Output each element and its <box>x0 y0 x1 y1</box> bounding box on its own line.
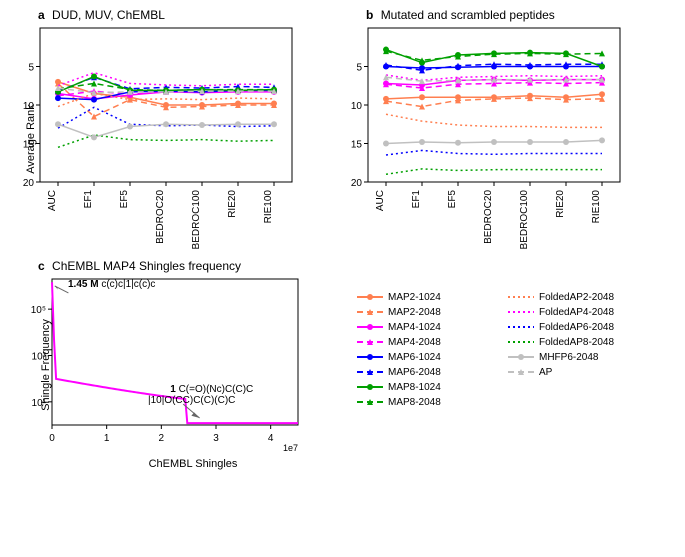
legend-item: MAP4-1024 <box>356 321 501 333</box>
legend-label: AP <box>539 367 552 378</box>
panel-b: b Mutated and scrambled peptides 5 10 15 20… <box>336 8 656 255</box>
svg-text:20: 20 <box>23 178 35 189</box>
svg-text:AUC: AUC <box>47 190 58 211</box>
legend-swatch <box>507 291 535 303</box>
svg-text:10⁵: 10⁵ <box>31 305 46 316</box>
legend-label: MHFP6-2048 <box>539 352 598 363</box>
legend-swatch <box>507 366 535 378</box>
legend-item: MAP8-2048 <box>356 396 501 408</box>
legend-label: FoldedAP6-2048 <box>539 322 614 333</box>
svg-text:10: 10 <box>351 101 363 112</box>
svg-text:RIE20: RIE20 <box>227 190 238 218</box>
legend-swatch <box>507 306 535 318</box>
legend-item: FoldedAP4-2048 <box>507 306 652 318</box>
svg-text:1e7: 1e7 <box>283 443 298 453</box>
legend-swatch <box>356 336 384 348</box>
legend-item: MAP4-2048 <box>356 336 501 348</box>
legend-swatch <box>507 336 535 348</box>
chart-b: 5 10 15 20 AUC EF1 EF5 BEDROC20 BEDROC100 RIE20 RI… <box>336 22 656 255</box>
legend-item: MAP6-2048 <box>356 366 501 378</box>
svg-text:RIE100: RIE100 <box>591 190 602 224</box>
legend-item: MAP2-2048 <box>356 306 501 318</box>
svg-text:4: 4 <box>268 433 274 444</box>
chart-c-ylabel: Shingle Frequency <box>40 319 52 411</box>
svg-text:20: 20 <box>351 178 363 189</box>
panel-c-letter: c <box>38 259 45 273</box>
legend-item: AP <box>507 366 652 378</box>
legend-label: FoldedAP8-2048 <box>539 337 614 348</box>
legend-swatch <box>356 351 384 363</box>
svg-text:EF1: EF1 <box>411 190 422 209</box>
svg-text:5: 5 <box>356 63 362 74</box>
legend-item: MHFP6-2048 <box>507 351 652 363</box>
svg-text:BEDROC20: BEDROC20 <box>155 190 166 244</box>
legend-swatch <box>356 366 384 378</box>
legend-item: MAP6-1024 <box>356 351 501 363</box>
legend-swatch <box>356 291 384 303</box>
legend: MAP2-1024 MAP2-2048 MAP4-1024 MAP4-2048 MAP6… <box>356 259 656 470</box>
svg-text:EF5: EF5 <box>447 190 458 209</box>
legend-label: FoldedAP2-2048 <box>539 292 614 303</box>
svg-text:EF5: EF5 <box>119 190 130 209</box>
legend-label: MAP2-2048 <box>388 307 441 318</box>
svg-text:RIE20: RIE20 <box>555 190 566 218</box>
panel-c-title: ChEMBL MAP4 Shingles frequency <box>52 259 241 273</box>
svg-text:0: 0 <box>49 433 55 444</box>
annot-1: 1.45 M c(c)c|1|c(c)c <box>68 279 155 290</box>
legend-swatch <box>507 321 535 333</box>
legend-swatch <box>356 381 384 393</box>
svg-text:5: 5 <box>28 63 34 74</box>
svg-text:BEDROC100: BEDROC100 <box>519 190 530 250</box>
legend-swatch <box>356 396 384 408</box>
chart-c-svg: 10¹10³10⁵012341e7 <box>8 273 308 453</box>
svg-text:EF1: EF1 <box>83 190 94 209</box>
legend-swatch <box>356 321 384 333</box>
legend-label: MAP6-1024 <box>388 352 441 363</box>
svg-text:AUC: AUC <box>375 190 386 211</box>
panel-c: c ChEMBL MAP4 Shingles frequency Shingle… <box>8 259 348 470</box>
panel-b-title: Mutated and scrambled peptides <box>381 8 555 22</box>
legend-label: MAP4-1024 <box>388 322 441 333</box>
panel-a: a DUD, MUV, ChEMBL Average Rank 5101520A… <box>8 8 328 255</box>
svg-text:1: 1 <box>104 433 110 444</box>
legend-swatch <box>356 306 384 318</box>
chart-c: Shingle Frequency 10¹10³10⁵012341e7 1.45… <box>8 273 348 456</box>
chart-a: Average Rank 5101520AUCEF1EF5BEDROC20BED… <box>8 22 328 255</box>
svg-text:BEDROC20: BEDROC20 <box>483 190 494 244</box>
panel-a-title: DUD, MUV, ChEMBL <box>52 8 165 22</box>
svg-text:15: 15 <box>351 140 363 151</box>
svg-text:3: 3 <box>213 433 219 444</box>
legend-swatch <box>507 351 535 363</box>
legend-label: MAP2-1024 <box>388 292 441 303</box>
chart-a-svg: 5101520AUCEF1EF5BEDROC20BEDROC100RIE20RI… <box>8 22 298 252</box>
chart-b-svg: 5 10 15 20 AUC EF1 EF5 BEDROC20 BEDROC100 RIE20 RI… <box>336 22 626 252</box>
legend-item: FoldedAP6-2048 <box>507 321 652 333</box>
legend-item: FoldedAP2-2048 <box>507 291 652 303</box>
legend-label: MAP4-2048 <box>388 337 441 348</box>
chart-a-ylabel: Average Rank <box>25 104 37 174</box>
legend-label: MAP6-2048 <box>388 367 441 378</box>
svg-text:RIE100: RIE100 <box>263 190 274 224</box>
svg-text:2: 2 <box>159 433 165 444</box>
panel-b-letter: b <box>366 8 373 22</box>
legend-item: MAP8-1024 <box>356 381 501 393</box>
legend-label: FoldedAP4-2048 <box>539 307 614 318</box>
legend-label: MAP8-2048 <box>388 397 441 408</box>
panel-a-letter: a <box>38 8 45 22</box>
annot-2: 1 C(=O)(Nc)C(C)C |10|O(CC)C(C)(C)C <box>148 373 253 417</box>
svg-text:BEDROC100: BEDROC100 <box>191 190 202 250</box>
legend-label: MAP8-1024 <box>388 382 441 393</box>
legend-item: MAP2-1024 <box>356 291 501 303</box>
chart-c-xlabel: ChEMBL Shingles <box>38 458 348 470</box>
legend-item: FoldedAP8-2048 <box>507 336 652 348</box>
